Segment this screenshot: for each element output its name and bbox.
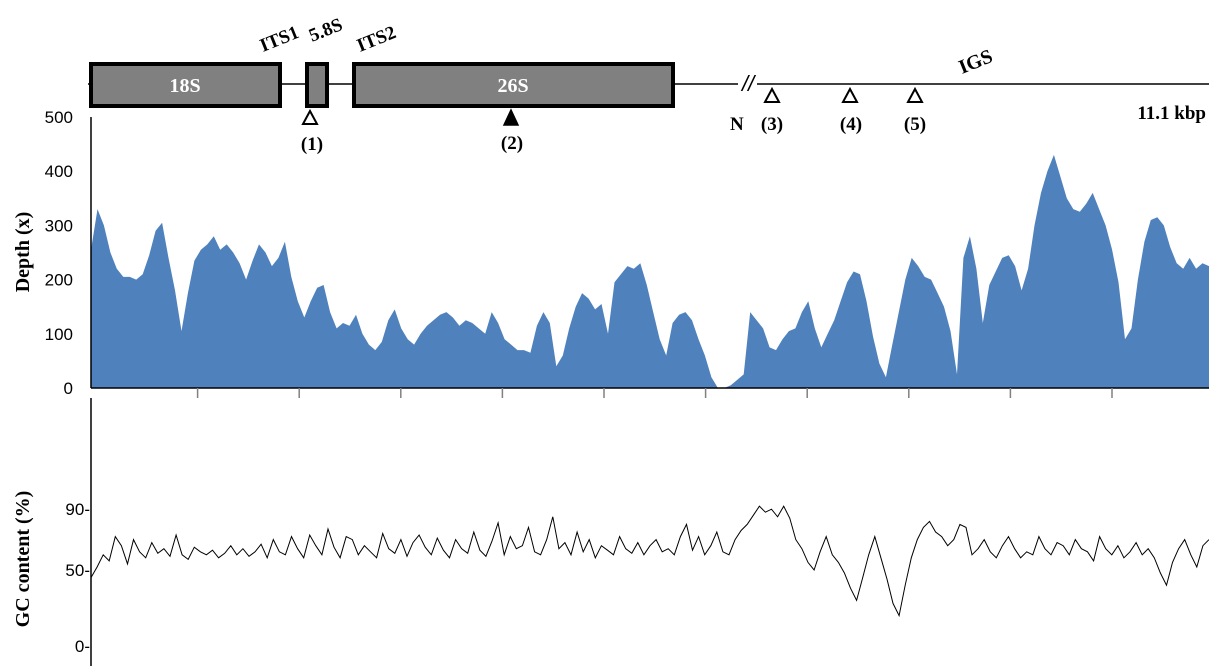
gc-y-tick-label: 50- [65,561,90,580]
depth-y-tick-label: 0 [64,379,73,398]
marker-5-open-triangle [906,86,924,103]
depth-y-tick-label: 200 [45,271,73,290]
gc-chart: 0- 50- 90- GC content (%) [12,398,1209,666]
depth-y-tick-label: 300 [45,216,73,235]
marker-3-label: (3) [761,114,783,135]
marker-3-open-triangle [763,86,781,103]
marker-5-label: (5) [904,114,926,135]
gc-y-axis-label: GC content (%) [12,491,34,628]
marker-4-open-triangle [841,86,859,103]
depth-area-series [91,154,1209,388]
depth-y-tick-label: 100 [45,325,73,344]
depth-x-ticks [196,388,1113,398]
label-26s: 26S [497,75,528,97]
marker-2-filled-triangle [502,108,520,126]
label-18s: 18S [169,75,200,97]
label-its2: ITS2 [354,22,399,57]
marker-2-label: (2) [501,133,523,154]
length-label: 11.1 kbp [1137,103,1206,124]
depth-y-ticks: 0 100 200 300 400 500 [45,108,73,398]
gene-box-18s [89,62,282,108]
gene-box-58s [305,62,329,108]
gc-line-series [90,505,1209,618]
depth-y-axis-label: Depth (x) [12,212,34,293]
n-label: N [730,114,744,135]
marker-1-label: (1) [301,134,323,155]
marker-4-label: (4) [840,114,862,135]
depth-y-tick-label: 400 [45,162,73,181]
gc-y-tick-label: 0- [75,637,90,656]
label-igs: IGS [956,45,996,78]
gc-y-tick-label: 90- [65,500,90,519]
gene-map: 18S 26S ITS1 5.8S ITS2 IGS // N 11.1 kbp… [88,14,1209,155]
depth-y-tick-label: 500 [45,108,73,127]
depth-chart: 0 100 200 300 400 500 Depth (x) [12,108,1209,398]
label-5-8s: 5.8S [306,14,346,46]
gc-y-ticks: 0- 50- 90- [65,500,90,656]
break-mark: // [740,71,756,96]
label-its1: ITS1 [257,22,302,57]
marker-1-open-triangle [301,108,319,125]
gene-box-26s [352,62,675,108]
